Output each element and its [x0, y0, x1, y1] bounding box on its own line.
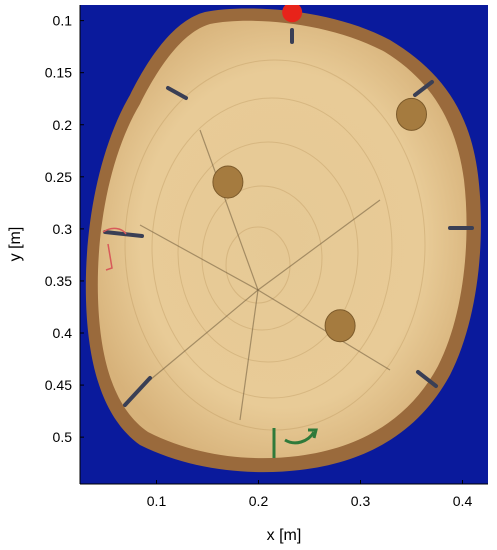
- red-annotation: [102, 227, 127, 271]
- knot-2: [396, 97, 427, 131]
- knot-1: [212, 165, 244, 199]
- y-tick-label: 0.45: [45, 377, 72, 393]
- red-marker: [282, 5, 303, 23]
- x-ticks: 0.1 0.2 0.3 0.4: [147, 480, 473, 509]
- green-annotation: [272, 428, 318, 458]
- y-tick-label: 0.15: [45, 65, 72, 81]
- x-tick-label: 0.1: [147, 493, 167, 509]
- x-axis-label: x [m]: [267, 527, 302, 544]
- y-tick-label: 0.25: [45, 169, 72, 185]
- knot-3: [324, 309, 356, 343]
- log-heartwood: [97, 20, 467, 459]
- y-tick-label: 0.1: [53, 13, 73, 29]
- growth-rings: [124, 59, 426, 431]
- y-tick-label: 0.2: [53, 117, 73, 133]
- y-tick-label: 0.4: [53, 325, 73, 341]
- radial-cracks: [139, 129, 391, 421]
- x-tick-label: 0.4: [453, 493, 473, 509]
- knots: [212, 97, 427, 343]
- y-axis-label: y [m]: [7, 227, 24, 262]
- y-tick-label: 0.5: [53, 429, 73, 445]
- sector-marks: [103, 28, 474, 407]
- y-tick-label: 0.35: [45, 273, 72, 289]
- x-tick-label: 0.3: [351, 493, 371, 509]
- y-ticks: 0.1 0.15 0.2 0.25 0.3 0.35 0.4 0.45 0.5: [45, 13, 84, 445]
- x-tick-label: 0.2: [249, 493, 269, 509]
- y-tick-label: 0.3: [53, 221, 73, 237]
